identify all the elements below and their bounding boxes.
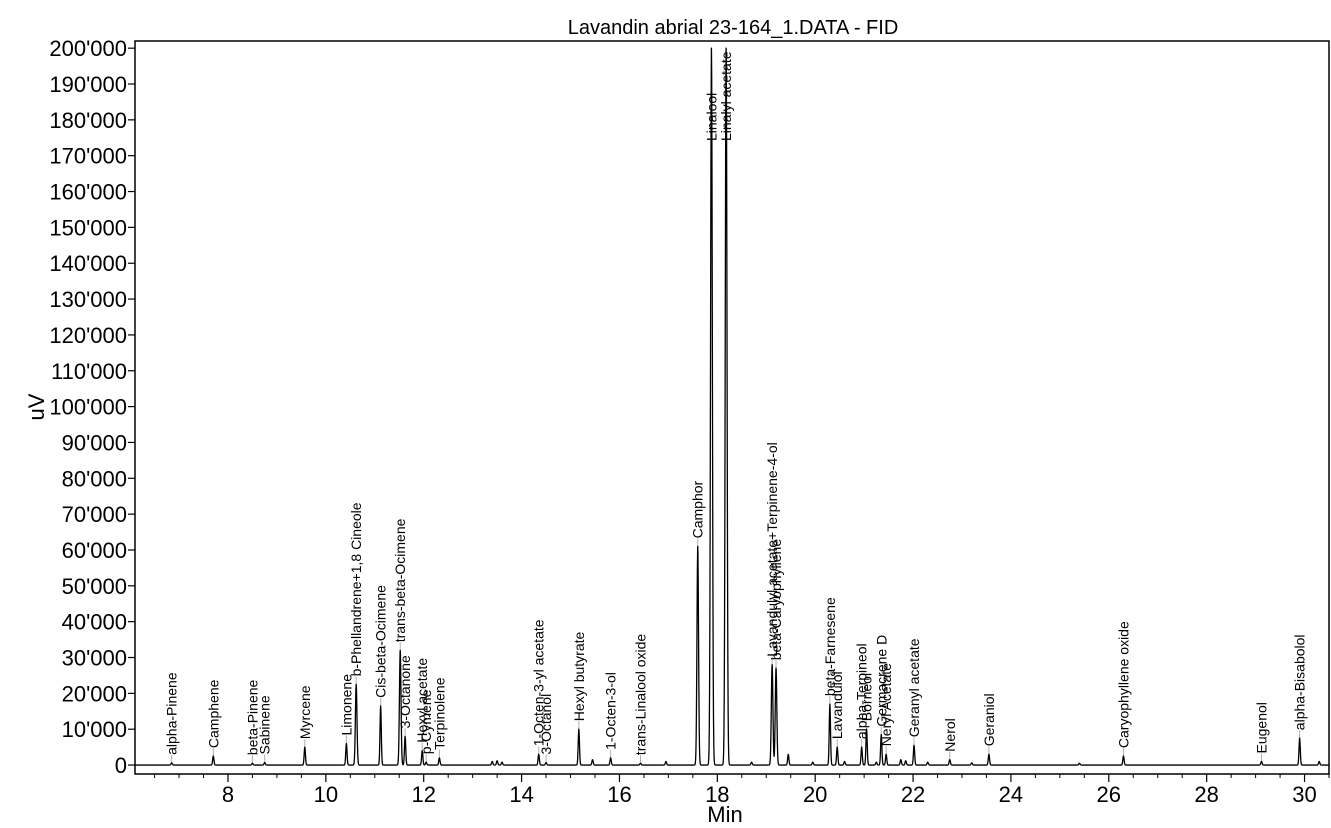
y-tick-label: 160'000 xyxy=(49,180,127,205)
peak-label: 1-Octen-3-yl acetate xyxy=(531,619,547,746)
y-tick-label: 60'000 xyxy=(62,538,127,563)
peak-label: trans-Linalool oxide xyxy=(633,634,649,756)
peak-label: Camphene xyxy=(205,679,221,748)
peak-label: alpha-Bisabolol xyxy=(1292,634,1308,730)
peak-label: Borneol xyxy=(859,673,875,721)
x-tick-label: 26 xyxy=(1097,782,1121,807)
x-tick-label: 16 xyxy=(607,782,631,807)
y-tick-label: 50'000 xyxy=(62,574,127,599)
peak-label: Limonene xyxy=(338,674,354,736)
peak-label: 3-Octanol xyxy=(538,694,554,755)
x-tick-label: 24 xyxy=(999,782,1023,807)
y-tick-label: 150'000 xyxy=(49,215,127,240)
peak-label: Lavandulol xyxy=(829,671,845,739)
y-tick-label: 180'000 xyxy=(49,108,127,133)
y-axis-ticks: 0 10'000 20'000 30'000 40'000 50'000 60'000 70'… xyxy=(49,36,135,778)
y-tick-label: 110'000 xyxy=(51,359,127,384)
y-tick-label: 80'000 xyxy=(62,466,127,491)
peak-label: Linalool xyxy=(703,93,719,141)
peak-label: Myrcene xyxy=(297,685,313,739)
peak-label: Nerol xyxy=(942,718,958,751)
y-tick-label: 130'000 xyxy=(49,287,127,312)
x-tick-label: 30 xyxy=(1292,782,1316,807)
y-tick-label: 120'000 xyxy=(49,323,127,348)
peak-label: trans-beta-Ocimene xyxy=(392,518,408,642)
y-tick-label: 40'000 xyxy=(62,610,127,635)
peak-label: Terpinolene xyxy=(431,677,447,750)
peak-label: beta-Pinene xyxy=(244,679,260,755)
x-tick-label: 8 xyxy=(222,782,234,807)
peak-label: p-Cymene xyxy=(418,689,434,754)
x-tick-label: 20 xyxy=(803,782,827,807)
peak-label: beta-Farnesene xyxy=(822,597,838,696)
y-tick-label: 170'000 xyxy=(49,144,127,169)
x-tick-label: 22 xyxy=(901,782,925,807)
peak-label: Cis-beta-Ocimene xyxy=(373,585,389,698)
peak-label: Hexyl butyrate xyxy=(571,632,587,722)
y-tick-label: 20'000 xyxy=(62,681,127,706)
peak-label: Neryl Acetate xyxy=(878,663,894,746)
x-tick-label: 18 xyxy=(705,782,729,807)
y-tick-label: 190'000 xyxy=(49,72,127,97)
y-tick-label: 30'000 xyxy=(62,646,127,671)
plot-area xyxy=(134,40,1330,775)
peak-label: Caryophyllene oxide xyxy=(1116,621,1132,748)
peak-label: Camphor xyxy=(690,480,706,538)
y-tick-label: 0 xyxy=(115,753,127,778)
x-axis-ticks: 8 10 12 14 16 18 20 22 24 26 28 30 xyxy=(154,774,1330,807)
peak-label: beta-Caryophyllene xyxy=(768,539,784,661)
peak-label: Germacrene D xyxy=(873,635,889,727)
peak-label: Sabinene xyxy=(257,695,273,754)
peak-label: Lavandulyl acetate+Terpinene-4-ol xyxy=(764,442,780,656)
fid-signal-trace xyxy=(134,47,1330,766)
peak-label: alpha-Terpineol xyxy=(854,643,870,739)
x-tick-label: 12 xyxy=(411,782,435,807)
x-tick-label: 10 xyxy=(314,782,338,807)
peak-label: b-Phellandrene+1,8 Cineole xyxy=(348,502,364,676)
peak-label: Hexyl acetate xyxy=(414,658,430,743)
chart-title: Lavandin abrial 23-164_1.DATA - FID xyxy=(568,17,899,39)
peak-label: Geraniol xyxy=(981,693,997,746)
peak-label: 1-Octen-3-ol xyxy=(603,672,619,750)
y-tick-label: 140'000 xyxy=(49,251,127,276)
y-tick-label: 10'000 xyxy=(62,717,127,742)
x-axis-label: Min xyxy=(707,802,742,827)
y-tick-label: 100'000 xyxy=(49,395,127,420)
x-tick-label: 28 xyxy=(1194,782,1218,807)
y-axis-label: uV xyxy=(24,393,49,420)
peak-label: 3-Octanone xyxy=(397,655,413,728)
y-tick-label: 70'000 xyxy=(62,502,127,527)
peak-label: alpha-Pinene xyxy=(164,672,180,755)
y-tick-label: 90'000 xyxy=(62,430,127,455)
peak-label: Linalyl acetate xyxy=(718,51,734,141)
peak-label: Geranyl acetate xyxy=(906,638,922,737)
x-tick-label: 14 xyxy=(509,782,533,807)
y-tick-label: 200'000 xyxy=(49,36,127,61)
peak-label: Eugenol xyxy=(1254,702,1270,753)
